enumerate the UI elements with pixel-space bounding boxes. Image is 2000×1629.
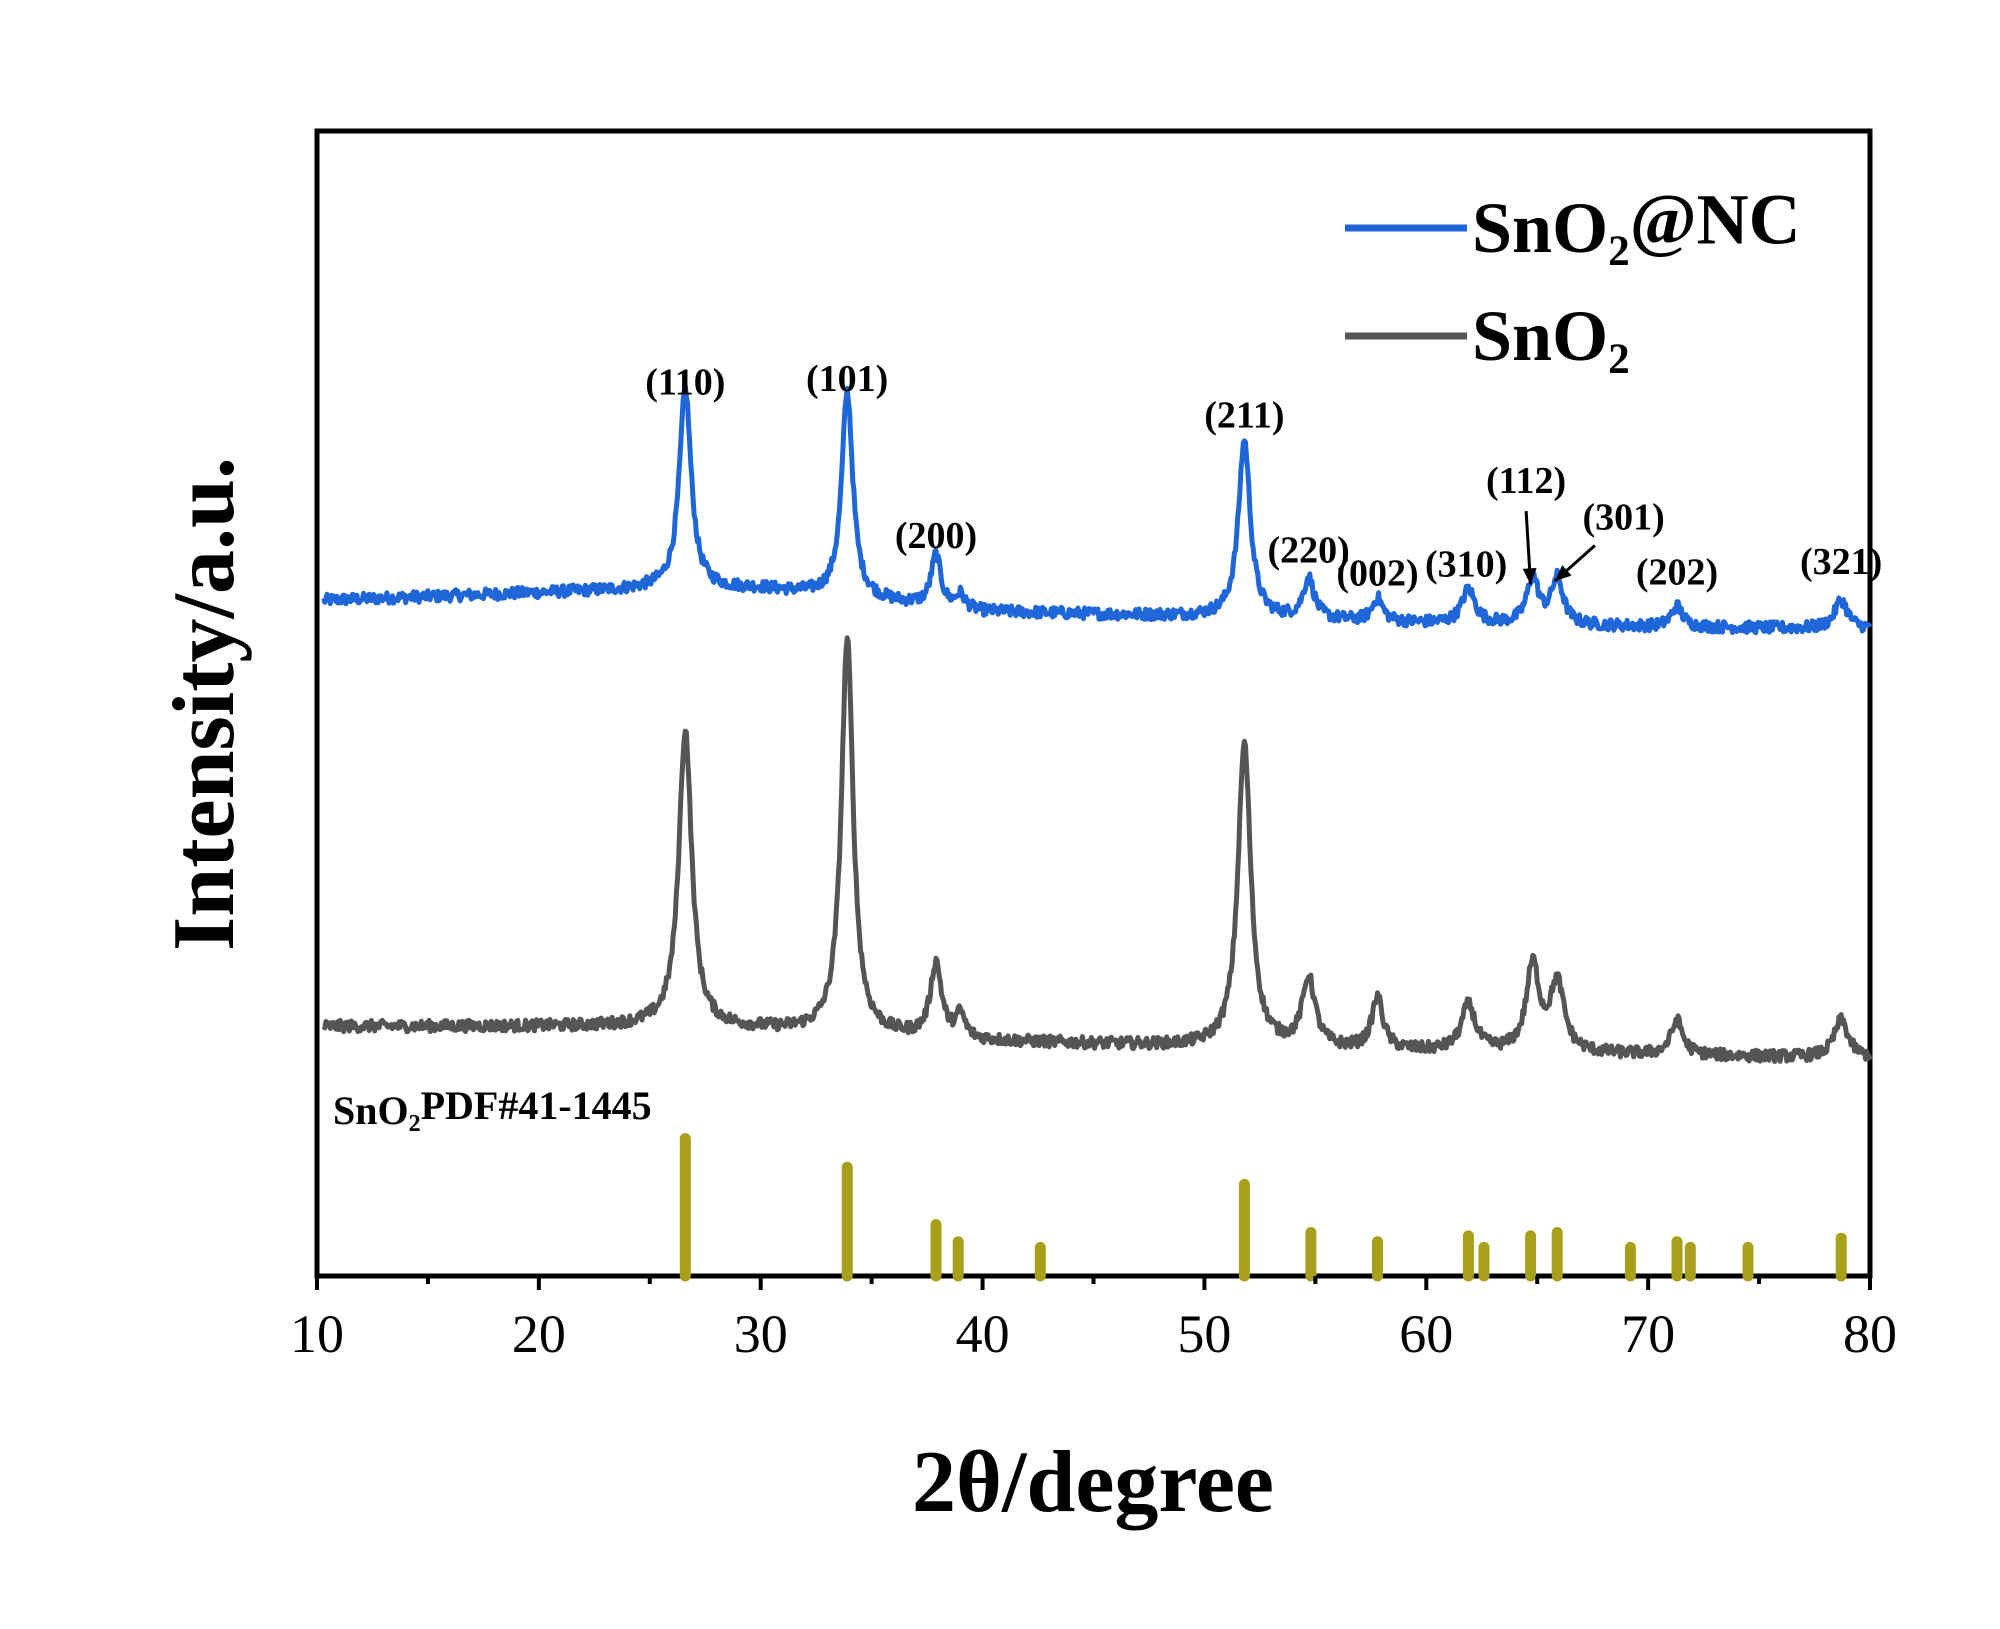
annotation-arrowhead (1522, 568, 1537, 585)
x-tick-label: 70 (1621, 1304, 1675, 1364)
peak-label: (220) (1268, 530, 1350, 572)
x-tick-label: 60 (1399, 1304, 1453, 1364)
x-tick-label: 10 (290, 1304, 344, 1364)
peak-label: (321) (1800, 541, 1882, 583)
reference-label: SnO2PDF#41-1445 (333, 1083, 652, 1137)
legend: SnO2@NC SnO2 (1345, 179, 1801, 383)
series-line-0 (321, 383, 1873, 636)
peak-label: (211) (1204, 395, 1284, 437)
reference-lines (679, 1133, 1847, 1282)
peak-label: (002) (1336, 553, 1418, 595)
x-tick-label: 40 (956, 1304, 1010, 1364)
x-tick-label: 50 (1177, 1304, 1231, 1364)
peak-label: (112) (1486, 460, 1566, 502)
y-axis-title: Intensity/a.u. (156, 457, 253, 951)
x-tick-label: 20 (512, 1304, 566, 1364)
annotation-arrowhead (1554, 565, 1572, 581)
legend-label-snO2: SnO2 (1472, 296, 1630, 383)
peak-label: (110) (645, 361, 725, 403)
peak-label: (310) (1425, 543, 1507, 585)
series-line-1 (321, 635, 1873, 1064)
x-tick-label: 30 (734, 1304, 788, 1364)
plot-frame (314, 128, 1873, 1279)
annotation-arrows (1522, 511, 1596, 585)
legend-label-snO2-nc: SnO2@NC (1472, 179, 1801, 275)
peak-label: (101) (806, 358, 888, 400)
peak-label: (301) (1583, 497, 1665, 539)
peak-labels: (110) (101) (200) (211) (220)(002) (310) (112)… (645, 358, 1882, 595)
series-lines (321, 383, 1873, 1064)
x-tick-label: 80 (1843, 1304, 1897, 1364)
peak-label: (200) (895, 515, 977, 557)
x-ticks: 10 20 30 40 50 60 70 80 (290, 1276, 1897, 1364)
peak-label: (202) (1636, 551, 1718, 593)
x-axis-title: 2θ/degree (912, 1434, 1274, 1531)
